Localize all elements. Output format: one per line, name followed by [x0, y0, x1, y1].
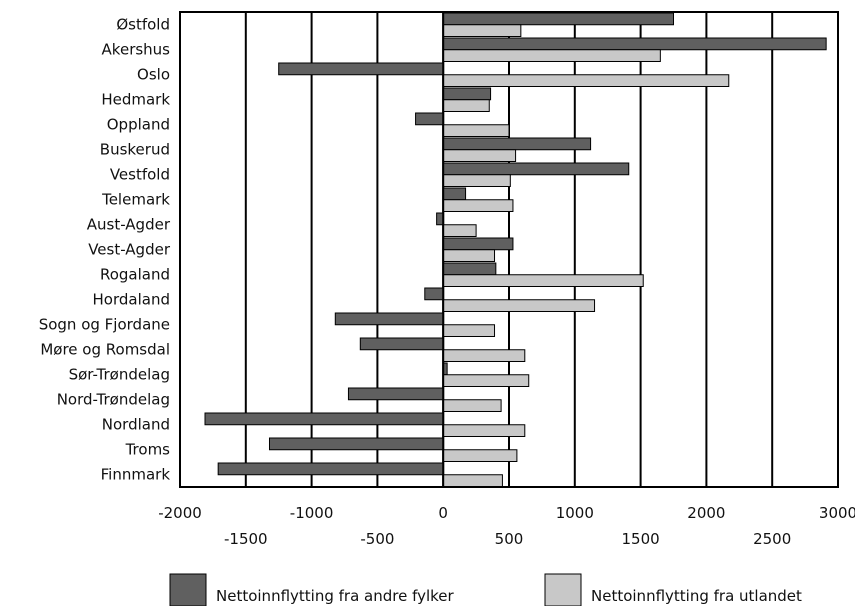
- bar-andre-fylker-6: [442, 162, 630, 176]
- bar-andre-fylker-5: [442, 137, 592, 151]
- bar-utlandet-12: [442, 324, 496, 337]
- category-label: Finnmark: [101, 466, 171, 484]
- legend-label: Nettoinnflytting fra andre fylker: [216, 587, 455, 605]
- x-tick-label: -2000: [158, 504, 202, 522]
- bar-andre-fylker-17: [268, 437, 444, 451]
- plot-frame: [179, 11, 839, 488]
- category-label: Hordaland: [93, 291, 170, 309]
- category-label: Troms: [125, 441, 171, 459]
- bar-andre-fylker-13: [359, 337, 444, 351]
- bar-utlandet-2: [442, 74, 730, 87]
- bar-utlandet-3: [442, 99, 490, 112]
- x-tick-label: -1500: [224, 530, 268, 548]
- x-tick-label: 1000: [556, 504, 594, 522]
- category-label: Oppland: [107, 116, 170, 134]
- bar-utlandet-4: [442, 124, 510, 137]
- category-label: Akershus: [102, 41, 171, 59]
- category-label: Vest-Agder: [88, 241, 171, 259]
- bar-andre-fylker-10: [442, 262, 497, 276]
- category-label: Østfold: [116, 16, 170, 34]
- category-label: Aust-Agder: [87, 216, 171, 234]
- axis-layer: [179, 11, 839, 488]
- x-tick-label: 2000: [687, 504, 725, 522]
- x-tick-label: 3000: [819, 504, 855, 522]
- legend-label: Nettoinnflytting fra utlandet: [591, 587, 802, 605]
- bar-utlandet-18: [442, 474, 503, 487]
- legend-swatch: [169, 573, 207, 606]
- bar-andre-fylker-4: [415, 112, 444, 126]
- bar-andre-fylker-16: [204, 412, 444, 426]
- category-label: Rogaland: [100, 266, 170, 284]
- category-label: Møre og Romsdal: [40, 341, 170, 359]
- category-label: Hedmark: [101, 91, 170, 109]
- bar-utlandet-5: [442, 149, 517, 162]
- x-tick-label: 500: [495, 530, 524, 548]
- bar-utlandet-1: [442, 49, 661, 62]
- category-label: Vestfold: [110, 166, 170, 184]
- bar-andre-fylker-0: [442, 12, 675, 26]
- x-tick-label: 0: [438, 504, 448, 522]
- x-tick-label: 1500: [622, 530, 660, 548]
- bar-utlandet-6: [442, 174, 511, 187]
- category-labels: Østfold Akershus Oslo Hedmark Oppland Buskeru…: [39, 16, 171, 484]
- category-label: Buskerud: [100, 141, 170, 159]
- category-label: Nordland: [102, 416, 170, 434]
- legend: Nettoinnflytting fra andre fylker Nettoin…: [169, 573, 802, 606]
- bar-andre-fylker-18: [217, 462, 444, 476]
- bar-andre-fylker-2: [278, 62, 444, 76]
- bar-andre-fylker-15: [347, 387, 444, 401]
- bar-andre-fylker-12: [334, 312, 444, 326]
- bar-utlandet-16: [442, 424, 526, 437]
- bar-layer: [204, 12, 827, 487]
- bar-utlandet-7: [442, 199, 514, 212]
- legend-swatch: [544, 573, 582, 606]
- category-label: Telemark: [101, 191, 170, 209]
- bar-utlandet-8: [442, 224, 477, 237]
- bar-utlandet-14: [442, 374, 530, 387]
- bar-andre-fylker-11: [424, 287, 444, 301]
- bar-utlandet-13: [442, 349, 526, 362]
- bar-andre-fylker-7: [442, 187, 467, 201]
- bar-utlandet-0: [442, 24, 522, 37]
- bar-andre-fylker-3: [442, 87, 492, 101]
- bar-utlandet-17: [442, 449, 518, 462]
- bar-andre-fylker-1: [442, 37, 827, 51]
- bar-utlandet-15: [442, 399, 502, 412]
- bar-utlandet-10: [442, 274, 644, 287]
- category-label: Sør-Trøndelag: [69, 366, 170, 384]
- x-tick-label: 2500: [753, 530, 791, 548]
- bar-utlandet-9: [442, 249, 496, 262]
- x-tick-label: -500: [360, 530, 394, 548]
- category-label: Oslo: [137, 66, 170, 84]
- x-tick-label: -1000: [290, 504, 334, 522]
- tick-labels: -2000 -1500 -1000 -500 0 500 1000 1500 2000 2500 3…: [158, 504, 855, 548]
- category-label: Nord-Trøndelag: [57, 391, 170, 409]
- bar-utlandet-11: [442, 299, 596, 312]
- bar-andre-fylker-9: [442, 237, 514, 251]
- category-label: Sogn og Fjordane: [39, 316, 170, 334]
